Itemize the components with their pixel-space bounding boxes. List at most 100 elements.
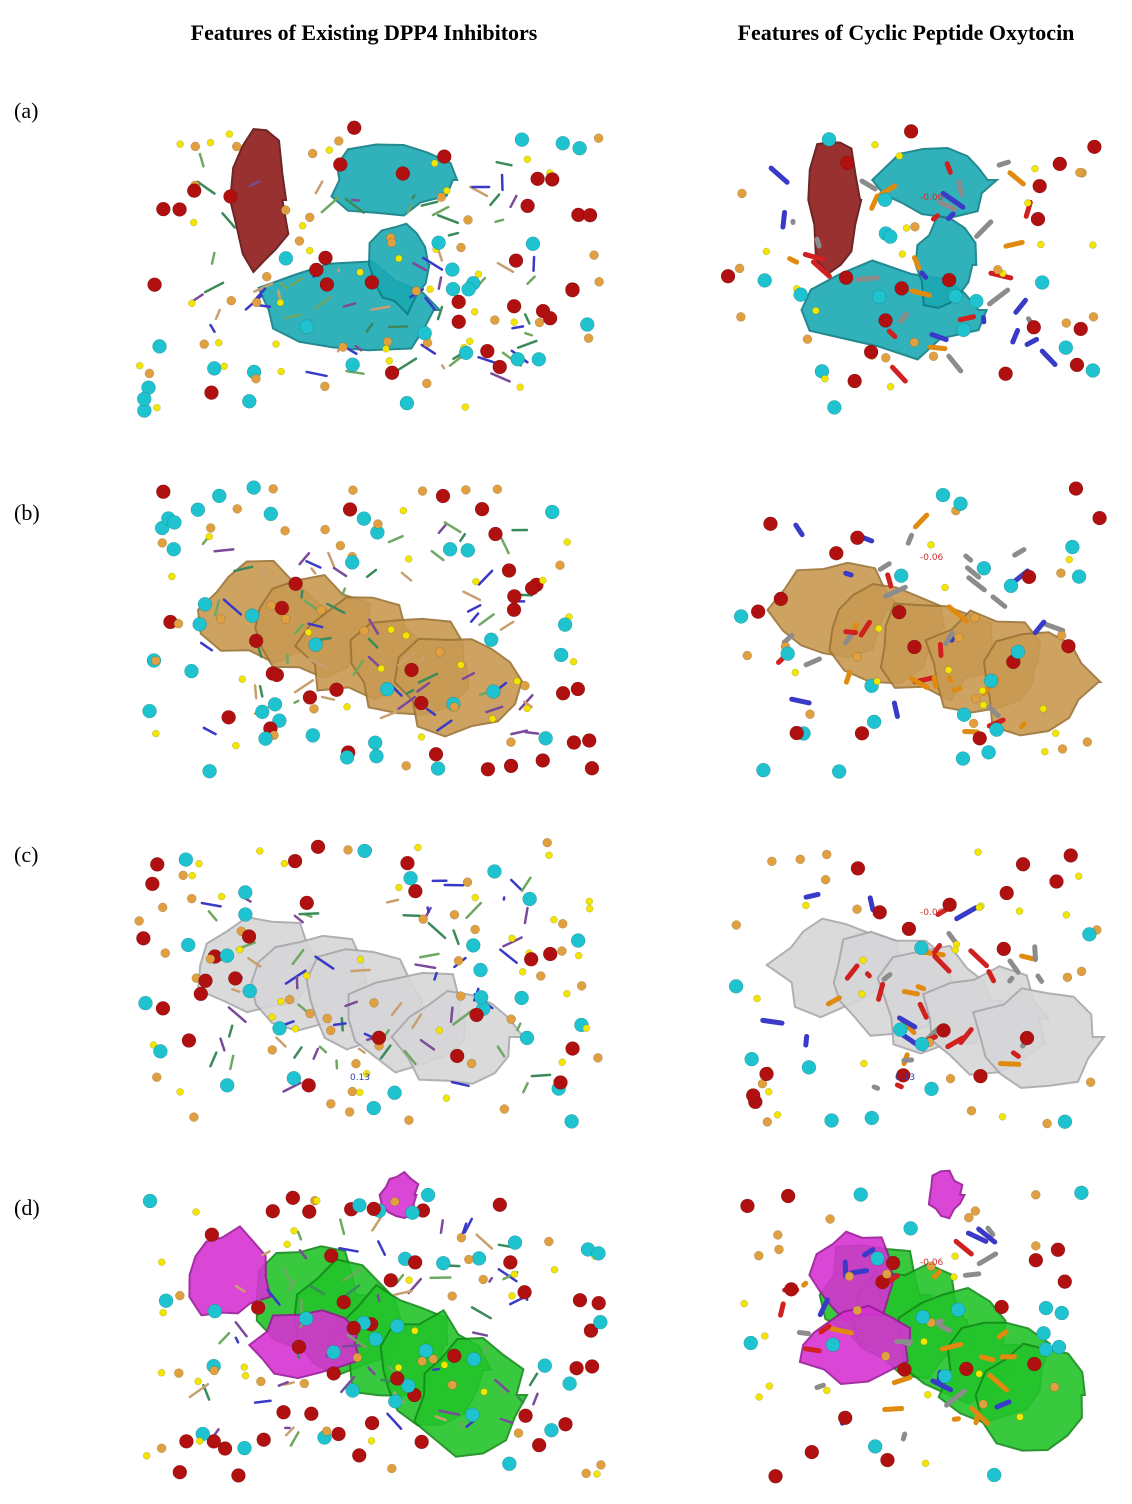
feature-sphere [207,139,214,146]
bond [806,1037,807,1046]
feature-sphere [936,488,950,502]
feature-sphere [990,723,1004,737]
bond [781,1304,784,1315]
feature-sphere [546,852,553,859]
feature-sphere [872,290,886,304]
bond [359,1049,364,1053]
feature-sphere [838,1411,852,1425]
bond [322,697,334,700]
feature-sphere [854,1188,868,1202]
feature-sphere [892,605,906,619]
bond [413,195,415,198]
feature-sphere [159,1294,173,1308]
feature-sphere [915,1037,929,1051]
bond [894,703,897,716]
feature-sphere [921,1338,928,1345]
feature-sphere [158,1259,165,1266]
feature-sphere [343,502,357,516]
feature-sphere [544,1423,558,1437]
feature-sphere [232,742,239,749]
feature-sphere [867,715,881,729]
feature-sphere [538,1359,552,1373]
bond [334,1023,345,1025]
feature-sphere [1049,875,1063,889]
feature-sphere [400,507,407,514]
feature-sphere [388,626,395,633]
feature-sphere [957,708,971,722]
feature-sphere [395,255,402,262]
bond [934,1272,939,1277]
row-label: (d) [14,1195,40,1220]
feature-sphere [403,632,410,639]
feature-sphere [821,875,830,884]
feature-sphere [179,871,188,880]
bond [1035,947,1036,960]
feature-sphere [493,485,502,494]
feature-sphere [1061,639,1075,653]
row-label: (c) [14,842,38,867]
feature-sphere [924,1391,931,1398]
bond [804,1283,806,1285]
feature-sphere [855,726,869,740]
feature-sphere [429,747,443,761]
feature-sphere [289,577,303,591]
feature-sphere [894,569,908,583]
feature-sphere [308,149,317,158]
feature-sphere [241,1364,248,1371]
feature-sphere [242,394,256,408]
feature-sphere [1082,927,1096,941]
bond [236,1338,238,1343]
feature-sphere [456,992,465,1001]
bond [473,1333,487,1336]
bond [1042,351,1055,364]
feature-sphere [756,763,770,777]
feature-sphere [238,907,252,921]
feature-sphere [187,184,201,198]
feature-sphere [974,849,981,856]
feature-sphere [851,861,865,875]
charge-annotation: -0.06 [920,553,944,563]
feature-sphere [999,1113,1006,1120]
bond [490,195,499,205]
feature-sphere [228,971,242,985]
feature-sphere [411,1327,418,1334]
feature-sphere [408,1255,422,1269]
feature-sphere [937,1023,951,1037]
charge-annotation: 0.13 [895,1073,915,1083]
feature-sphere [357,512,371,526]
bond [501,622,513,630]
feature-sphere [1065,540,1079,554]
feature-sphere [313,1197,320,1204]
molecule-panel: -0.06 [721,124,1101,414]
bond [397,359,416,371]
feature-sphere [897,1362,911,1376]
bond [291,1432,299,1445]
feature-sphere [1020,1031,1034,1045]
molecule-panel: -0.06 [734,482,1107,779]
bond [852,1271,866,1273]
feature-sphere [564,539,571,546]
feature-sphere [507,589,521,603]
feature-sphere [306,1009,315,1018]
feature-sphere [136,931,150,945]
feature-sphere [765,1088,772,1095]
bond [221,1039,225,1051]
feature-sphere [524,705,531,712]
feature-sphere [1000,886,1014,900]
feature-sphere [300,1379,309,1388]
feature-sphere [418,733,425,740]
panels: -0.06-0.060.13-0.060.13-0.06 [135,121,1107,1483]
bond [210,1053,216,1067]
feature-sphere [796,855,805,864]
feature-sphere [558,919,567,928]
feature-sphere [584,334,593,343]
feature-sphere [281,206,290,215]
feature-sphere [259,732,273,746]
bond [212,253,214,264]
bond [502,1390,503,1393]
feature-sphere [987,1468,1001,1482]
feature-sphere [208,1304,222,1318]
bond [908,535,911,543]
feature-sphere [585,761,599,775]
feature-sphere [756,1394,763,1401]
